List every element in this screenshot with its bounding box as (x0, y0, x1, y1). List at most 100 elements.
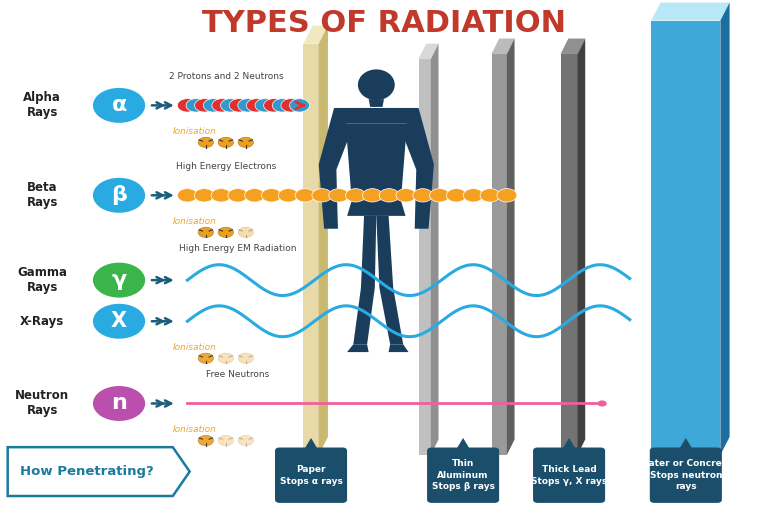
Polygon shape (399, 108, 434, 229)
Text: X-Rays: X-Rays (20, 315, 65, 328)
Polygon shape (431, 44, 439, 455)
Polygon shape (347, 200, 406, 216)
Circle shape (396, 189, 416, 202)
Polygon shape (8, 447, 190, 496)
Circle shape (177, 189, 197, 202)
Text: Paper
Stops α rays: Paper Stops α rays (280, 465, 343, 486)
Circle shape (247, 99, 266, 112)
Circle shape (198, 227, 214, 237)
Text: Ionisation: Ionisation (173, 425, 217, 434)
Polygon shape (319, 26, 328, 455)
Circle shape (463, 189, 483, 202)
Circle shape (346, 189, 366, 202)
Text: Alpha
Rays: Alpha Rays (23, 91, 61, 119)
Circle shape (379, 189, 399, 202)
Polygon shape (303, 44, 319, 455)
Text: High Energy EM Radiation: High Energy EM Radiation (180, 244, 296, 253)
Text: Thin
Aluminum
Stops β rays: Thin Aluminum Stops β rays (432, 459, 495, 491)
Circle shape (255, 99, 275, 112)
Circle shape (290, 99, 310, 112)
Circle shape (278, 189, 298, 202)
Text: Neutron
Rays: Neutron Rays (15, 390, 69, 417)
Circle shape (273, 99, 293, 112)
Circle shape (429, 189, 449, 202)
Polygon shape (507, 39, 515, 455)
Text: n: n (111, 394, 127, 413)
Circle shape (263, 99, 283, 112)
Polygon shape (720, 3, 730, 455)
Circle shape (220, 99, 240, 112)
Circle shape (480, 189, 500, 202)
Polygon shape (389, 344, 409, 352)
FancyBboxPatch shape (650, 448, 721, 502)
Polygon shape (492, 39, 515, 54)
Circle shape (212, 99, 232, 112)
Polygon shape (334, 108, 419, 123)
Circle shape (198, 435, 214, 446)
Circle shape (194, 189, 214, 202)
Text: TYPES OF RADIATION: TYPES OF RADIATION (202, 9, 566, 38)
Circle shape (281, 99, 301, 112)
FancyBboxPatch shape (276, 448, 346, 502)
Polygon shape (369, 99, 384, 107)
Polygon shape (561, 54, 578, 455)
Ellipse shape (358, 69, 395, 100)
Text: X: X (111, 311, 127, 331)
Circle shape (238, 137, 253, 148)
Circle shape (238, 99, 258, 112)
Circle shape (218, 435, 233, 446)
Polygon shape (561, 39, 585, 54)
Text: Gamma
Rays: Gamma Rays (17, 266, 68, 294)
Text: How Penetrating?: How Penetrating? (20, 465, 154, 478)
Polygon shape (561, 438, 577, 451)
Circle shape (238, 353, 253, 363)
Circle shape (93, 386, 145, 421)
Text: High Energy Electrons: High Energy Electrons (177, 161, 276, 171)
Polygon shape (419, 59, 431, 455)
Text: γ: γ (111, 270, 127, 290)
Text: Free Neutrons: Free Neutrons (207, 370, 270, 379)
Circle shape (198, 353, 214, 363)
Circle shape (598, 400, 607, 407)
Circle shape (198, 137, 214, 148)
Circle shape (362, 189, 382, 202)
Polygon shape (347, 344, 369, 352)
Polygon shape (303, 26, 328, 44)
Polygon shape (303, 438, 319, 451)
Polygon shape (678, 438, 694, 451)
Polygon shape (651, 3, 730, 21)
Text: 2 Protons and 2 Neutrons: 2 Protons and 2 Neutrons (169, 71, 284, 81)
Text: α: α (111, 96, 127, 115)
Circle shape (194, 99, 214, 112)
Polygon shape (347, 216, 376, 344)
Circle shape (93, 304, 145, 339)
Circle shape (218, 353, 233, 363)
Circle shape (228, 189, 248, 202)
Polygon shape (651, 21, 720, 455)
Polygon shape (455, 438, 471, 451)
Polygon shape (376, 216, 406, 344)
Circle shape (229, 99, 249, 112)
Circle shape (261, 189, 281, 202)
Circle shape (238, 227, 253, 237)
Polygon shape (492, 54, 507, 455)
Text: Ionisation: Ionisation (173, 217, 217, 226)
Circle shape (204, 99, 223, 112)
FancyBboxPatch shape (428, 448, 498, 502)
Circle shape (218, 137, 233, 148)
Text: Ionisation: Ionisation (173, 127, 217, 136)
Text: Water or Concrete
Stops neutron
rays: Water or Concrete Stops neutron rays (639, 459, 733, 491)
Circle shape (329, 189, 349, 202)
Circle shape (177, 99, 197, 112)
Text: β: β (111, 186, 127, 205)
Circle shape (218, 227, 233, 237)
Circle shape (93, 88, 145, 123)
Text: Thick Lead
Stops γ, X rays: Thick Lead Stops γ, X rays (531, 465, 607, 486)
Circle shape (312, 189, 332, 202)
Polygon shape (419, 44, 439, 59)
Circle shape (211, 189, 231, 202)
Circle shape (186, 99, 206, 112)
Circle shape (93, 263, 145, 298)
Circle shape (446, 189, 466, 202)
Circle shape (238, 435, 253, 446)
